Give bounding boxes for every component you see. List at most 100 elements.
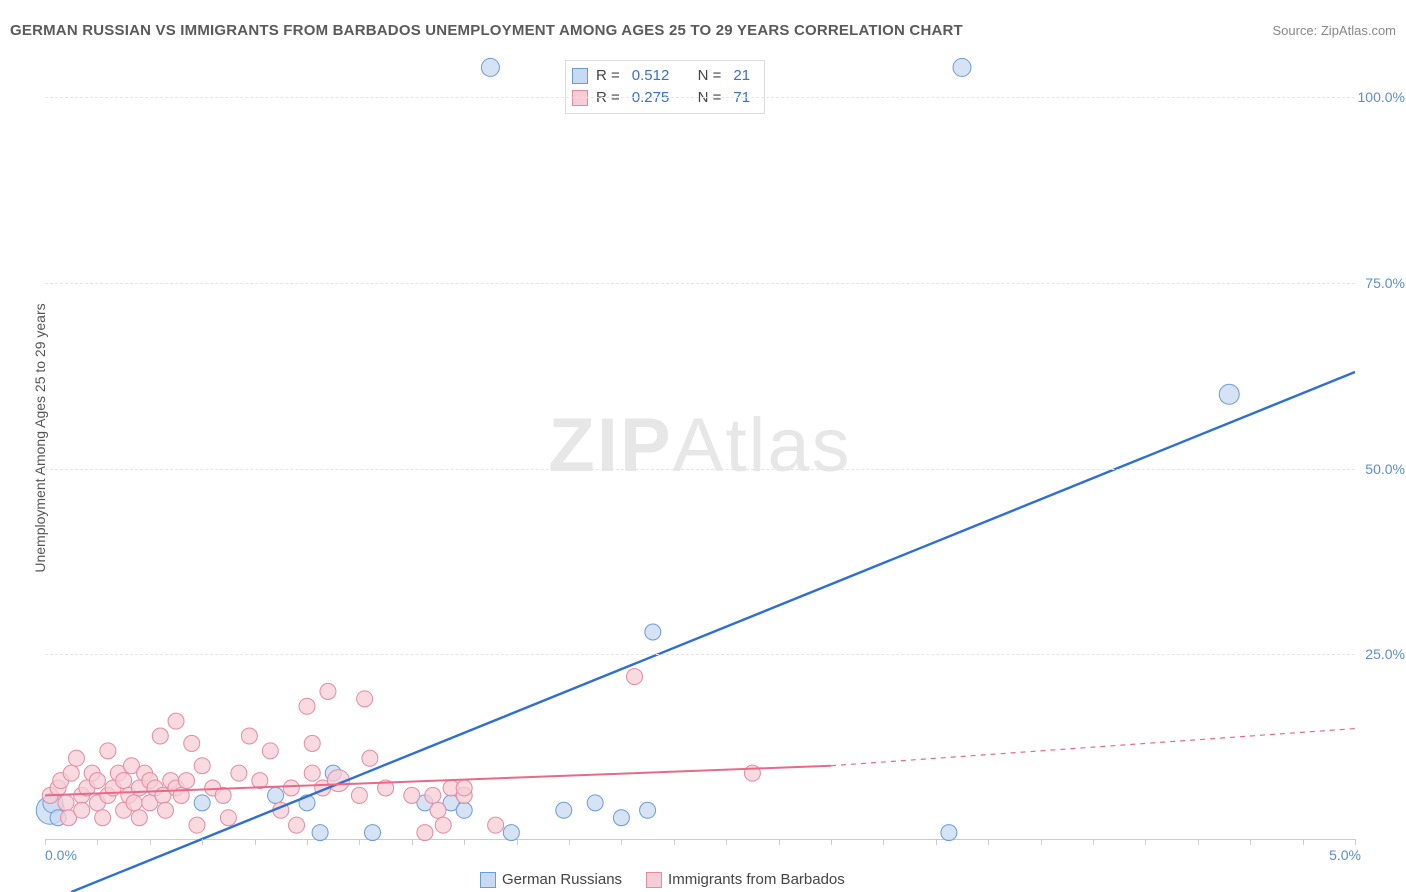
x-tick	[779, 839, 780, 845]
data-point	[168, 713, 184, 729]
data-point	[640, 802, 656, 818]
data-point	[241, 728, 257, 744]
data-point	[68, 750, 84, 766]
data-point	[289, 817, 305, 833]
x-tick	[359, 839, 360, 845]
stats-legend-row: R = 0.512 N = 21	[572, 65, 754, 87]
legend-label: Immigrants from Barbados	[668, 871, 845, 888]
x-tick	[1198, 839, 1199, 845]
x-end-label: 5.0%	[1329, 847, 1361, 863]
gridline	[45, 97, 1355, 98]
data-point	[456, 802, 472, 818]
data-point	[627, 669, 643, 685]
r-label: R =	[596, 65, 620, 87]
trend-line	[831, 729, 1355, 766]
x-tick	[1250, 839, 1251, 845]
x-tick	[883, 839, 884, 845]
data-point	[299, 698, 315, 714]
data-point	[220, 810, 236, 826]
chart-title: GERMAN RUSSIAN VS IMMIGRANTS FROM BARBAD…	[10, 22, 963, 39]
legend-item: German Russians	[480, 871, 622, 888]
x-origin-label: 0.0%	[45, 847, 77, 863]
n-value: 21	[733, 65, 750, 87]
data-point	[351, 787, 367, 803]
x-tick	[255, 839, 256, 845]
stats-legend: R =0.512 N =21R =0.275 N =71	[565, 60, 765, 114]
x-tick	[1041, 839, 1042, 845]
data-point	[481, 58, 499, 76]
x-tick	[464, 839, 465, 845]
data-point	[587, 795, 603, 811]
data-point	[95, 810, 111, 826]
data-point	[312, 825, 328, 841]
x-tick	[97, 839, 98, 845]
data-point	[556, 802, 572, 818]
x-tick	[1303, 839, 1304, 845]
data-point	[268, 787, 284, 803]
data-point	[645, 624, 661, 640]
data-point	[100, 743, 116, 759]
trend-line	[71, 372, 1355, 892]
data-point	[425, 787, 441, 803]
data-point	[184, 735, 200, 751]
r-value: 0.512	[632, 65, 670, 87]
gridline	[45, 469, 1355, 470]
source-label: Source: ZipAtlas.com	[1272, 23, 1396, 38]
data-point	[488, 817, 504, 833]
data-point	[365, 825, 381, 841]
x-tick	[988, 839, 989, 845]
data-point	[116, 773, 132, 789]
legend-swatch	[480, 872, 496, 888]
x-tick	[831, 839, 832, 845]
x-tick	[307, 839, 308, 845]
data-point	[1219, 384, 1239, 404]
data-point	[320, 683, 336, 699]
x-tick	[569, 839, 570, 845]
y-tick-label: 25.0%	[1365, 646, 1405, 662]
x-tick	[202, 839, 203, 845]
data-point	[131, 810, 147, 826]
bottom-legend: German Russians Immigrants from Barbados	[480, 871, 845, 888]
gridline	[45, 283, 1355, 284]
x-tick	[45, 839, 46, 845]
x-tick	[621, 839, 622, 845]
data-point	[74, 802, 90, 818]
y-tick-label: 50.0%	[1365, 461, 1405, 477]
data-point	[357, 691, 373, 707]
n-label: N =	[698, 65, 722, 87]
data-point	[362, 750, 378, 766]
header: GERMAN RUSSIAN VS IMMIGRANTS FROM BARBAD…	[10, 18, 1396, 42]
data-point	[126, 795, 142, 811]
x-tick	[1093, 839, 1094, 845]
data-point	[304, 765, 320, 781]
data-point	[194, 795, 210, 811]
y-tick-label: 100.0%	[1358, 89, 1405, 105]
x-tick	[1145, 839, 1146, 845]
x-tick	[412, 839, 413, 845]
data-point	[283, 780, 299, 796]
x-tick	[726, 839, 727, 845]
legend-swatch	[646, 872, 662, 888]
data-point	[262, 743, 278, 759]
gridline	[45, 654, 1355, 655]
data-point	[158, 802, 174, 818]
x-tick	[1355, 839, 1356, 845]
legend-label: German Russians	[502, 871, 622, 888]
data-point	[58, 795, 74, 811]
legend-item: Immigrants from Barbados	[646, 871, 845, 888]
legend-swatch	[572, 68, 588, 84]
y-tick-label: 75.0%	[1365, 275, 1405, 291]
data-point	[456, 780, 472, 796]
data-point	[417, 825, 433, 841]
data-point	[941, 825, 957, 841]
data-point	[178, 773, 194, 789]
x-tick	[517, 839, 518, 845]
x-tick	[936, 839, 937, 845]
data-point	[231, 765, 247, 781]
data-point	[194, 758, 210, 774]
x-tick	[150, 839, 151, 845]
data-point	[613, 810, 629, 826]
data-point	[89, 773, 105, 789]
data-point	[152, 728, 168, 744]
scatter-plot	[45, 60, 1355, 839]
